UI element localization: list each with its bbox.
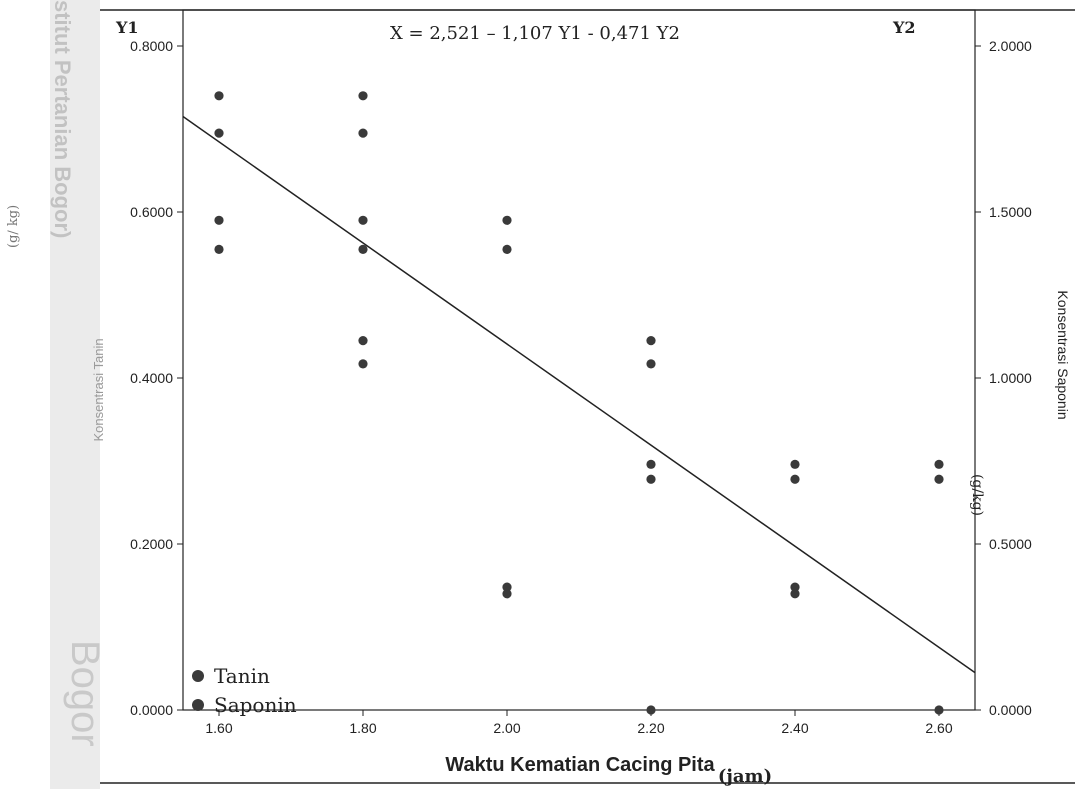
x-tick-label: 1.80 xyxy=(349,720,376,736)
y-right-axis-ticks: 0.0000 0.5000 1.0000 1.5000 2.0000 xyxy=(975,38,1032,718)
legend-label: Tanin xyxy=(214,664,270,688)
watermark-strip xyxy=(50,0,100,789)
data-point xyxy=(358,91,368,101)
data-point xyxy=(358,215,368,225)
data-point xyxy=(502,589,512,599)
y-right-axis-label: Konsentrasi Saponin xyxy=(1055,290,1071,419)
y1-tag: Y1 xyxy=(115,18,139,37)
data-point xyxy=(502,215,512,225)
y-left-tick-label: 0.4000 xyxy=(130,370,173,386)
y-left-tick-label: 0.2000 xyxy=(130,536,173,552)
data-point xyxy=(790,459,800,469)
legend-marker xyxy=(192,670,204,682)
legend: Tanin Saponin xyxy=(192,664,297,717)
data-point xyxy=(790,589,800,599)
data-point xyxy=(646,474,656,484)
data-point xyxy=(646,336,656,346)
data-point xyxy=(358,336,368,346)
data-point xyxy=(646,459,656,469)
y-left-axis-label: Konsentrasi Tanin xyxy=(91,338,106,441)
y-right-tick-label: 2.0000 xyxy=(989,38,1032,54)
y-right-tick-label: 1.0000 xyxy=(989,370,1032,386)
data-point xyxy=(502,244,512,254)
y-right-tick-label: 0.0000 xyxy=(989,702,1032,718)
data-point xyxy=(358,128,368,138)
regression-line xyxy=(182,115,976,674)
plot-area xyxy=(182,9,976,711)
data-point xyxy=(214,91,224,101)
x-axis-ticks: 1.60 1.80 2.00 2.20 2.40 2.60 xyxy=(205,710,953,736)
data-point xyxy=(214,128,224,138)
data-point xyxy=(934,474,944,484)
y-left-axis-ticks: 0.0000 0.2000 0.4000 0.6000 0.8000 xyxy=(130,38,183,718)
data-point xyxy=(934,705,944,715)
legend-marker xyxy=(192,699,204,711)
data-point xyxy=(646,359,656,369)
data-point xyxy=(358,359,368,369)
data-point xyxy=(934,459,944,469)
x-tick-label: 2.60 xyxy=(925,720,952,736)
data-point xyxy=(790,474,800,484)
y-left-tick-label: 0.6000 xyxy=(130,204,173,220)
x-tick-label: 2.40 xyxy=(781,720,808,736)
data-point xyxy=(502,582,512,592)
data-point xyxy=(214,215,224,225)
x-axis-unit: (jam) xyxy=(718,766,772,787)
y-left-tick-label: 0.8000 xyxy=(130,38,173,54)
data-points xyxy=(214,91,944,715)
y-right-tick-label: 0.5000 xyxy=(989,536,1032,552)
data-point xyxy=(790,582,800,592)
y2-tag: Y2 xyxy=(892,18,916,37)
legend-label: Saponin xyxy=(214,693,297,717)
data-point xyxy=(214,244,224,254)
regression-line-group xyxy=(182,115,976,674)
y-left-tick-label: 0.0000 xyxy=(130,702,173,718)
data-point xyxy=(358,244,368,254)
data-point xyxy=(646,705,656,715)
x-tick-label: 1.60 xyxy=(205,720,232,736)
x-axis-label: Waktu Kematian Cacing Pita xyxy=(445,754,715,776)
y-right-unit-label: (g/kg) xyxy=(969,474,985,516)
x-tick-label: 2.00 xyxy=(493,720,520,736)
x-tick-label: 2.20 xyxy=(637,720,664,736)
y-right-tick-label: 1.5000 xyxy=(989,204,1032,220)
chart-title: X = 2,521 – 1,107 Y1 - 0,471 Y2 xyxy=(390,23,680,44)
